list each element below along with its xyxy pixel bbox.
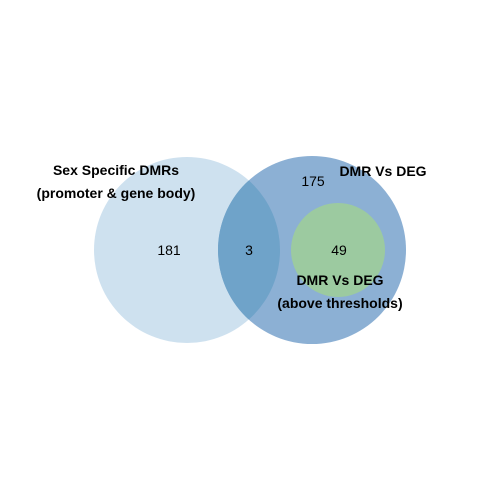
- set-label-above-thresholds-line-2: (above thresholds): [277, 295, 402, 311]
- set-circle-dmr-vs-deg-above-thresholds: [291, 203, 385, 297]
- set-overlap-region: [218, 157, 280, 343]
- count-sex-specific-only: 181: [157, 242, 181, 258]
- count-overlap: 3: [245, 242, 253, 258]
- set-label-dmr-vs-deg: DMR Vs DEG: [339, 163, 426, 179]
- set-label-sex-specific-dmrs-line-1: Sex Specific DMRs: [53, 162, 179, 178]
- count-above-thresholds: 49: [331, 242, 347, 258]
- set-label-above-thresholds-line-1: DMR Vs DEG: [296, 272, 383, 288]
- set-label-sex-specific-dmrs-line-2: (promoter & gene body): [37, 185, 196, 201]
- count-dmr-vs-deg-only: 175: [301, 173, 325, 189]
